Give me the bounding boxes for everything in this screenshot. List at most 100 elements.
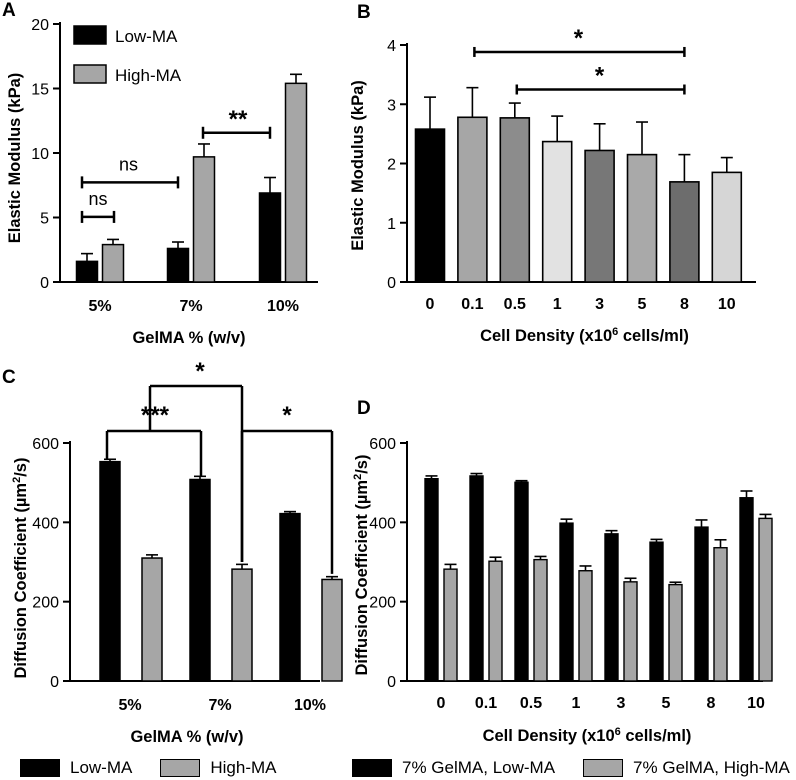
chart-a-bar-high-ma-1	[192, 156, 216, 283]
chart-a-x-tick-label: 5%	[88, 298, 111, 315]
chart-c-bar-high-ma-2	[321, 578, 343, 682]
chart-c-sig-label-2: *	[282, 402, 292, 429]
legend-item-7-low-ma: 7% GelMA, Low-MA	[352, 758, 555, 778]
chart-b-y-tick-label: 3	[387, 97, 396, 114]
chart-c-bar-low-ma-0	[99, 460, 121, 682]
chart-d-bar-0-1	[469, 475, 484, 682]
panel-label-a: A	[2, 0, 16, 21]
chart-b-x-tick-label: 10	[718, 296, 736, 313]
chart-a-xlabel: GelMA % (w/v)	[132, 329, 245, 347]
chart-c-sig-2	[240, 429, 334, 574]
chart-d-y-tick-label: 600	[369, 436, 396, 453]
chart-d-bar-1-3	[578, 570, 593, 682]
chart-d-ylabel: Diffusion Coefficient (µm2/s)	[352, 455, 371, 676]
legend-label-high-ma: High-MA	[210, 758, 277, 777]
chart-d-bar-0-2	[514, 481, 529, 682]
chart-a-x-tick-label: 10%	[267, 298, 299, 315]
legend-item-high-ma: High-MA	[160, 758, 276, 778]
chart-d-x-tick-label: 8	[707, 695, 716, 712]
chart-d-x-tick-label: 3	[617, 695, 626, 712]
chart-a-sig-label-ns-1: ns	[88, 189, 107, 209]
chart-b-sig-label-0: *	[574, 25, 584, 52]
panel-label-c: C	[2, 367, 16, 388]
chart-c-axes: 0 200 400 600	[32, 436, 320, 691]
chart-d-x-tick-label: 10	[747, 695, 765, 712]
chart-a-y-tick-label: 20	[31, 17, 49, 34]
chart-c-ylabel: Diffusion Coefficient (µm2/s)	[11, 458, 30, 679]
chart-d-x-tick-label: 0.1	[475, 695, 497, 712]
chart-b-y-tick-label: 0	[387, 275, 396, 292]
chart-a-legend: Low-MA High-MA	[73, 25, 182, 85]
chart-c-xlabel: GelMA % (w/v)	[130, 728, 243, 746]
chart-c-sig-label-1: *	[195, 358, 205, 385]
chart-c-y-tick-label: 200	[32, 595, 59, 612]
chart-d-x-tick-label: 5	[662, 695, 671, 712]
chart-a-legend-label: High-MA	[115, 66, 182, 85]
chart-b-sig-1	[515, 84, 686, 95]
chart-c-x-tick-label: 10%	[294, 697, 326, 714]
chart-b-x-tick-label: 1	[553, 296, 562, 313]
bottom-legend-left: Low-MA High-MA	[20, 758, 304, 778]
chart-d-bar-0-5	[649, 541, 664, 682]
chart-c-x-tick-label: 5%	[118, 697, 141, 714]
chart-a-y-tick-label: 5	[40, 211, 49, 228]
legend-item-low-ma: Low-MA	[20, 758, 132, 778]
bottom-legend-right: 7% GelMA, Low-MA 7% GelMA, High-MA	[352, 758, 790, 778]
chart-d-y-tick-label: 200	[369, 595, 396, 612]
chart-b-bar-0	[414, 128, 446, 283]
chart-b-x-tick-label: 8	[680, 296, 689, 313]
chart-d-bar-0-3	[559, 522, 574, 682]
chart-d-bar-0-7	[739, 497, 754, 682]
chart-b-sig-0	[473, 46, 686, 57]
chart-d-bar-1-5	[668, 583, 683, 682]
chart-c-sig-label-0: ***	[141, 402, 170, 429]
panel-label-b: B	[357, 2, 371, 23]
chart-a-sig-star	[201, 126, 272, 139]
chart-b-x-tick-label: 5	[638, 296, 647, 313]
chart-d-x-tick-label: 0.5	[520, 695, 542, 712]
chart-b-bar-1	[457, 116, 488, 283]
chart-c-y-tick-label: 400	[32, 515, 59, 532]
chart-a-y-tick-label: 10	[31, 146, 49, 163]
chart-d-y-tick-label: 0	[387, 674, 396, 691]
chart-a-y-tick-label: 0	[40, 275, 49, 292]
chart-b-y-tick-label: 4	[387, 38, 396, 55]
chart-c-bar-low-ma-1	[189, 478, 211, 682]
legend-label-7-high-ma: 7% GelMA, High-MA	[633, 758, 790, 777]
chart-a-sig-label-ns-2: ns	[119, 154, 138, 174]
chart-d-bar-1-1	[488, 560, 503, 682]
chart-b-bar-7	[711, 171, 743, 283]
chart-d-xlabel: Cell Density (x106 cells/ml)	[483, 726, 692, 745]
chart-c-bar-high-ma-0	[141, 557, 163, 682]
legend-swatch-7-high-ma	[583, 759, 624, 777]
chart-c-y-tick-label: 600	[32, 436, 59, 453]
chart-d-marks: 0 0.1 0.5 1 3 5 8 10 Cell Density (x106 cells/ml…	[352, 455, 773, 745]
legend-label-low-ma: Low-MA	[70, 758, 133, 777]
chart-b-marks: 0 0.1 0.5 1 3 5 8 10 Cell Density (x106 cells/ml…	[349, 25, 743, 345]
chart-d-bar-1-0	[443, 568, 458, 682]
chart-a-legend-swatch	[73, 64, 107, 84]
legend-item-7-high-ma: 7% GelMA, High-MA	[583, 758, 790, 778]
chart-b-bar-4	[584, 149, 615, 283]
chart-b-x-tick-label: 0.5	[504, 296, 526, 313]
chart-a-bar-high-ma-2	[284, 82, 308, 283]
chart-a-sig-label-star: **	[229, 106, 248, 133]
chart-b-sig-label-1: *	[595, 63, 605, 90]
panel-label-d: D	[357, 398, 371, 419]
chart-d-x-tick-label: 1	[572, 695, 581, 712]
chart-b-y-tick-label: 2	[387, 157, 396, 174]
chart-d-bar-0-4	[604, 533, 619, 682]
chart-b-bar-6	[669, 181, 700, 283]
legend-swatch-high-ma	[160, 759, 201, 777]
legend-swatch-7-low-ma	[352, 759, 392, 777]
chart-d-bar-1-4	[623, 581, 638, 682]
chart-b-x-tick-label: 3	[595, 296, 604, 313]
chart-a-x-tick-label: 7%	[179, 298, 202, 315]
chart-b-y-tick-label: 1	[387, 216, 396, 233]
chart-b-bar-5	[626, 153, 658, 283]
chart-a-bar-low-ma-2	[258, 192, 282, 283]
chart-b-bar-2	[499, 117, 531, 283]
chart-d-bar-1-6	[713, 547, 728, 682]
chart-b-xlabel: Cell Density (x106 cells/ml)	[480, 326, 689, 345]
chart-b-x-tick-label: 0.1	[461, 296, 483, 313]
